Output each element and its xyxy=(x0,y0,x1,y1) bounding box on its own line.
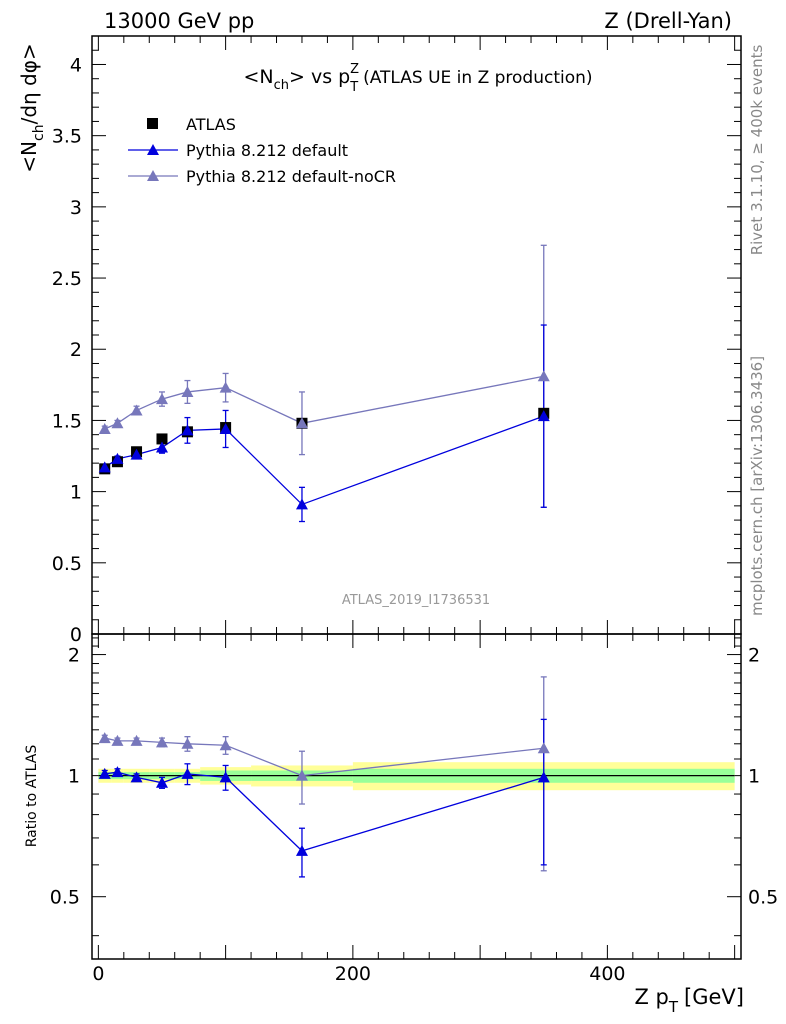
title-sup: Z xyxy=(350,62,359,77)
y-tick-label: 2.5 xyxy=(52,268,82,290)
nocr-point xyxy=(181,385,194,397)
y-tick-label: 2 xyxy=(70,339,82,361)
ratio-y-tick-label-right: 0.5 xyxy=(748,887,778,909)
title-sub2: T xyxy=(349,80,358,95)
main-panel: 00.511.522.533.54 <Nch> vs pTZ (ATLAS UE … xyxy=(17,35,742,646)
x-tick-label: 0 xyxy=(92,963,104,985)
ratio-nocr-point xyxy=(130,734,143,746)
legend-default-marker xyxy=(147,144,159,155)
x-axis-label: Z pT [GeV] xyxy=(634,985,744,1016)
ratio-nocr-point xyxy=(181,737,194,749)
legend-nocr-marker xyxy=(147,170,159,181)
default-point xyxy=(98,461,111,473)
ratio-default-point xyxy=(295,844,308,856)
ratio-nocr-point xyxy=(219,739,232,751)
ratio-default-point xyxy=(219,771,232,783)
title-rest: (ATLAS UE in Z production) xyxy=(363,68,592,88)
default-line xyxy=(104,415,544,506)
ratio-default-point xyxy=(111,766,124,778)
ratio-nocr-point xyxy=(98,732,111,744)
nocr-point xyxy=(98,422,111,434)
y-tick-label: 1 xyxy=(70,482,82,504)
mcplots-label: mcplots.cern.ch [arXiv:1306.3436] xyxy=(748,356,766,616)
analysis-watermark: ATLAS_2019_I1736531 xyxy=(342,593,490,608)
ratio-nocr-point xyxy=(155,736,168,748)
xlabel-b: [GeV] xyxy=(684,985,744,1009)
legend-default-label: Pythia 8.212 default xyxy=(186,141,348,160)
nocr-line xyxy=(104,375,544,430)
default-point xyxy=(537,410,550,422)
ratio-y-tick-label: 0.5 xyxy=(50,887,80,909)
ratio-marks xyxy=(98,676,735,878)
default-point xyxy=(130,448,143,460)
default-point xyxy=(219,422,232,434)
main-marks xyxy=(98,244,550,523)
nocr-point xyxy=(219,381,232,393)
main-axes: 0 0.5 1 1.5 2 2.5 3 3.5 4 xyxy=(52,35,741,646)
ratio-y-tick-label: 1 xyxy=(68,766,80,788)
xlabel-a: Z p xyxy=(634,985,668,1009)
ylabel-b: /dη dφ> xyxy=(17,43,41,124)
atlas-point xyxy=(156,433,168,445)
default-point xyxy=(181,424,194,436)
nocr-point xyxy=(295,417,308,429)
ratio-default-point xyxy=(98,767,111,779)
x-tick-label: 200 xyxy=(335,963,371,985)
ratio-default-point xyxy=(155,776,168,788)
y-tick-label: 0 xyxy=(70,624,82,646)
header-right: Z (Drell-Yan) xyxy=(604,9,732,33)
y-tick-label: 3.5 xyxy=(52,126,82,148)
legend-atlas-marker xyxy=(147,118,158,129)
ratio-axes: 0.5 0.5 1 1 2 2 0 200 400 xyxy=(50,634,778,985)
ratio-nocr-point xyxy=(111,734,124,746)
title-main: <N xyxy=(243,66,273,88)
default-point xyxy=(111,452,124,464)
y-tick-label: 3 xyxy=(70,197,82,219)
ratio-default-point xyxy=(181,767,194,779)
legend: ATLAS Pythia 8.212 default Pythia 8.212 … xyxy=(128,115,396,186)
default-point xyxy=(155,441,168,453)
ratio-y-tick-label: 2 xyxy=(68,645,80,667)
nocr-point xyxy=(155,393,168,405)
title-sub1: ch xyxy=(274,78,289,93)
ylabel-sub: ch xyxy=(31,124,47,141)
default-point xyxy=(295,498,308,510)
y-tick-label: 4 xyxy=(70,54,82,76)
ratio-nocr-point xyxy=(537,742,550,754)
ylabel-a: <N xyxy=(17,141,41,173)
nocr-point xyxy=(537,370,550,382)
header-left: 13000 GeV pp xyxy=(104,9,254,33)
ratio-nocr-point xyxy=(295,769,308,781)
y-tick-label: 0.5 xyxy=(52,553,82,575)
rivet-label: Rivet 3.1.10, ≥ 400k events xyxy=(748,45,766,256)
ratio-default-point xyxy=(537,771,550,783)
ratio-frame xyxy=(91,633,742,960)
xlabel-sub: T xyxy=(668,998,679,1016)
nocr-point xyxy=(111,417,124,429)
ratio-y-tick-label-right: 1 xyxy=(748,766,760,788)
y-tick-label: 1.5 xyxy=(52,410,82,432)
ratio-panel: 0.5 0.5 1 1 2 2 0 200 400 Ratio to ATLAS Z pT [Ge… xyxy=(24,633,778,1016)
ratio-ylabel: Ratio to ATLAS xyxy=(24,745,40,848)
x-tick-label: 400 xyxy=(589,963,625,985)
ratio-default-point xyxy=(130,771,143,783)
legend-atlas-label: ATLAS xyxy=(186,115,236,134)
legend-nocr-label: Pythia 8.212 default-noCR xyxy=(186,167,396,186)
ratio-y-tick-label-right: 2 xyxy=(748,645,760,667)
main-title: <Nch> vs pTZ (ATLAS UE in Z production) xyxy=(243,62,592,95)
main-ylabel: <Nch/dη dφ> xyxy=(17,43,47,172)
nocr-point xyxy=(130,404,143,416)
title-mid: > vs p xyxy=(289,66,350,88)
